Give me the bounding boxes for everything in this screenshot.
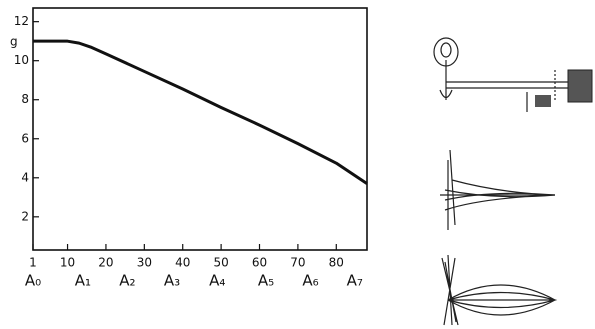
y-tick-label: 4 bbox=[21, 170, 29, 184]
vibration-diagram bbox=[441, 254, 558, 326]
x-tick-label: 50 bbox=[213, 256, 228, 270]
x-tick-label: 40 bbox=[175, 256, 190, 270]
x-annotation: A₇ bbox=[347, 272, 363, 290]
x-tick-label: 30 bbox=[137, 256, 152, 270]
y-tick-label: 10 bbox=[14, 53, 29, 67]
x-tick-label: 80 bbox=[329, 256, 344, 270]
x-annotation: A₁ bbox=[75, 272, 91, 290]
x-annotation: A₃ bbox=[164, 272, 180, 290]
x-tick-label: 70 bbox=[290, 256, 305, 270]
apparatus-diagram bbox=[433, 37, 593, 112]
x-tick-label: 60 bbox=[252, 256, 267, 270]
y-tick-label: 6 bbox=[21, 131, 29, 145]
x-tick-label: 1 bbox=[29, 256, 37, 270]
y-tick-label: 2 bbox=[21, 209, 29, 223]
y-tick-label: 12 bbox=[14, 14, 29, 28]
x-annotation: A₄ bbox=[209, 272, 225, 290]
x-tick-label: 10 bbox=[60, 256, 75, 270]
x-annotation: A₂ bbox=[119, 272, 135, 290]
plot-frame bbox=[32, 7, 368, 251]
y-tick-label: 8 bbox=[21, 92, 29, 106]
x-annotation: A₀ bbox=[25, 272, 41, 290]
x-annotation: A₅ bbox=[258, 272, 274, 290]
x-tick-label: 20 bbox=[98, 256, 113, 270]
x-annotation: A₆ bbox=[302, 272, 318, 290]
y-axis-label: g bbox=[10, 35, 18, 49]
data-line bbox=[33, 39, 368, 185]
deflection-diagram bbox=[440, 149, 556, 230]
